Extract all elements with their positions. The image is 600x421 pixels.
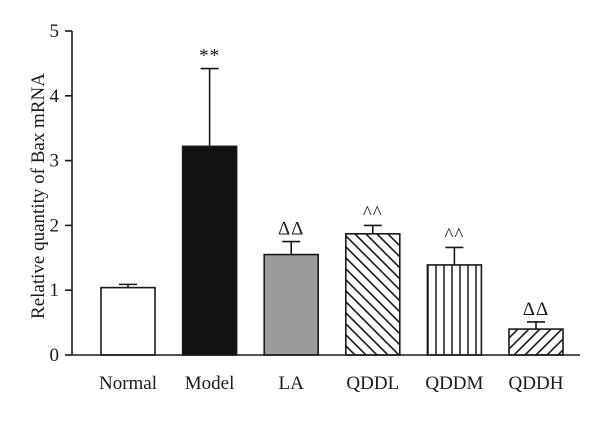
significance-label-qddh: ΔΔ [523,299,549,320]
x-tick-label-model: Model [185,373,235,394]
x-axis: Normal Model LA QDDL QDDM QDDH [72,354,580,394]
y-tick-label: 3 [50,151,60,172]
bar-model [181,145,238,356]
bars: ** ΔΔ ^^ ^^ ΔΔ [100,46,564,356]
y-axis: 0 1 2 3 4 5 [50,21,73,366]
y-tick-label: 0 [50,345,60,366]
x-tick-label-qddl: QDDL [346,373,399,394]
bar-qddl [344,233,401,356]
y-tick-label: 2 [50,215,60,236]
x-tick-label-qddm: QDDM [425,373,483,394]
bar-qddm [426,264,483,356]
y-axis-label: Relative quantity of Bax mRNA [28,73,49,319]
y-tick-label: 4 [50,86,60,107]
x-tick-label-qddh: QDDH [509,373,564,394]
bar-la [263,253,320,356]
bar-normal [100,286,156,356]
significance-label-model: ** [199,46,220,67]
y-tick-label: 5 [50,21,60,42]
significance-label-qddl: ^^ [363,202,383,223]
significance-label-qddm: ^^ [444,224,464,245]
y-tick-label: 1 [50,280,60,301]
x-tick-label-normal: Normal [99,373,157,394]
significance-label-la: ΔΔ [278,219,304,240]
bar-qddh [508,328,564,356]
x-tick-label-la: LA [279,373,305,394]
